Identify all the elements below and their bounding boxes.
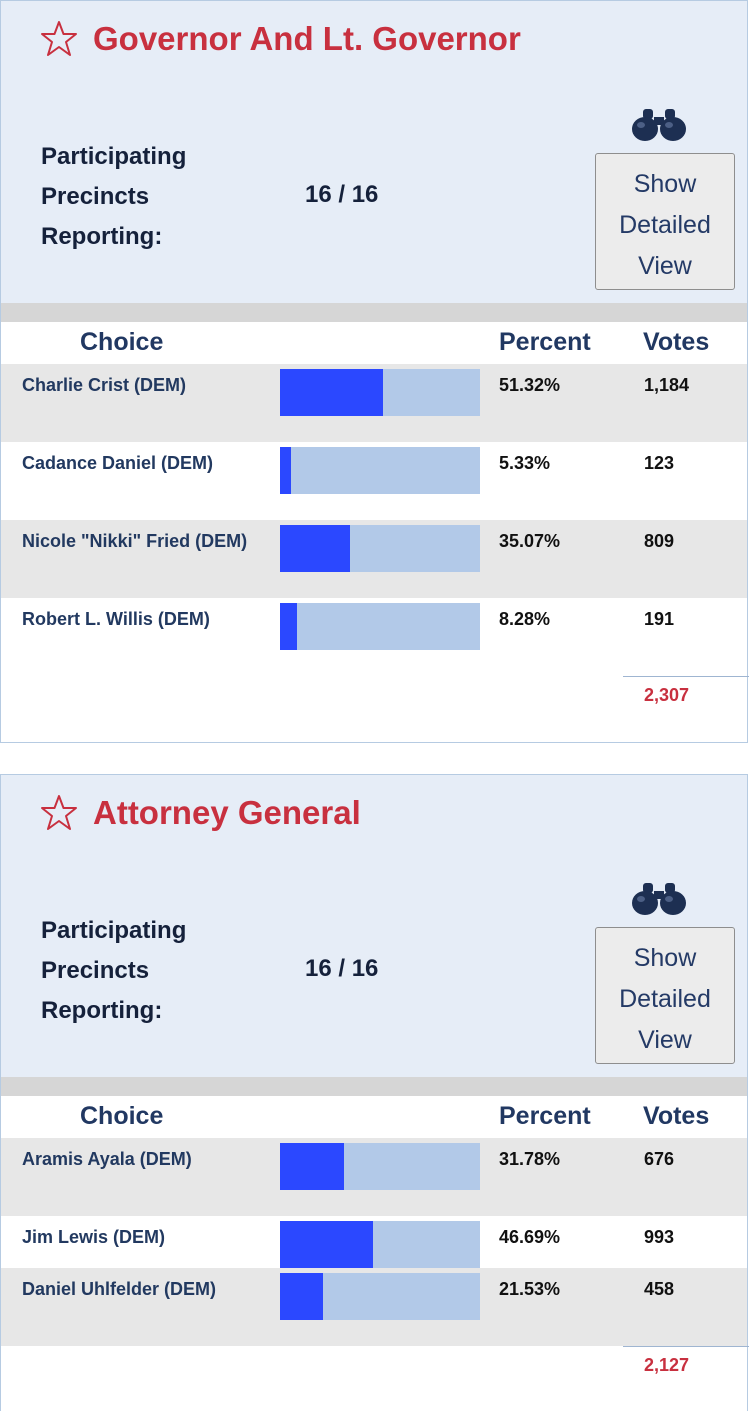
detail-button-line: Show — [633, 943, 697, 972]
candidate-row: Charlie Crist (DEM) 51.32% 1,184 — [1, 364, 747, 442]
race-card-attorney-general: Attorney General Participating Precincts… — [0, 774, 749, 1411]
candidate-row: Aramis Ayala (DEM) 31.78% 676 — [1, 1138, 747, 1216]
percent-bar — [280, 525, 480, 572]
total-votes: 2,127 — [644, 1355, 690, 1375]
candidate-name: Jim Lewis (DEM) — [22, 1227, 166, 1247]
results-column-headers: Choice Percent Votes — [1, 322, 747, 364]
precincts-value: 16 / 16 — [305, 955, 379, 982]
candidate-row: Cadance Daniel (DEM) 5.33% 123 — [1, 442, 747, 520]
precincts-value: 16 / 16 — [305, 181, 379, 208]
column-header-percent: Percent — [499, 1102, 591, 1130]
candidate-name: Aramis Ayala (DEM) — [22, 1149, 192, 1169]
percent-bar-fill — [280, 525, 351, 572]
star-icon[interactable] — [39, 793, 79, 833]
race-header: Governor And Lt. Governor Participating … — [1, 1, 747, 303]
column-header-choice: Choice — [80, 328, 164, 356]
race-title-text: Attorney General — [93, 794, 361, 831]
race-title: Governor And Lt. Governor — [39, 19, 521, 59]
binoculars-icon[interactable] — [630, 881, 688, 915]
candidate-name: Robert L. Willis (DEM) — [22, 609, 210, 629]
race-title-text: Governor And Lt. Governor — [93, 20, 521, 57]
column-header-percent: Percent — [499, 328, 591, 356]
detail-button-line: View — [638, 1025, 692, 1054]
show-detailed-view-button[interactable]: Show Detailed View — [595, 927, 735, 1064]
candidate-votes: 123 — [644, 453, 675, 473]
percent-bar-fill — [280, 447, 291, 494]
percent-bar — [280, 369, 480, 416]
percent-bar — [280, 447, 480, 494]
total-votes: 2,307 — [644, 685, 690, 705]
detail-button-line: Detailed — [619, 984, 711, 1013]
candidate-percent: 51.32% — [499, 375, 561, 395]
candidate-votes: 993 — [644, 1227, 675, 1247]
race-title: Attorney General — [39, 793, 361, 833]
candidate-row: Jim Lewis (DEM) 46.69% 993 — [1, 1216, 747, 1268]
total-row: 2,127 — [1, 1346, 749, 1406]
precincts-label: Participating Precincts Reporting: — [41, 143, 187, 250]
results-column-headers: Choice Percent Votes — [1, 1096, 747, 1138]
divider-band — [1, 303, 747, 322]
candidate-votes: 676 — [644, 1149, 675, 1169]
binoculars-icon[interactable] — [630, 107, 688, 141]
candidate-votes: 1,184 — [644, 375, 690, 395]
candidate-name: Charlie Crist (DEM) — [22, 375, 187, 395]
percent-bar — [280, 1273, 480, 1320]
percent-bar-fill — [280, 1143, 344, 1190]
detail-button-line: Show — [633, 169, 697, 198]
candidate-percent: 21.53% — [499, 1279, 561, 1299]
race-header: Attorney General Participating Precincts… — [1, 775, 747, 1077]
total-divider — [623, 676, 749, 677]
candidate-row: Daniel Uhlfelder (DEM) 21.53% 458 — [1, 1268, 747, 1346]
candidate-row: Nicole "Nikki" Fried (DEM) 35.07% 809 — [1, 520, 747, 598]
candidate-percent: 31.78% — [499, 1149, 561, 1169]
candidate-percent: 35.07% — [499, 531, 561, 551]
candidate-percent: 46.69% — [499, 1227, 561, 1247]
candidate-name: Cadance Daniel (DEM) — [22, 453, 214, 473]
divider-band — [1, 1077, 747, 1096]
total-divider — [623, 1346, 749, 1347]
candidate-row: Robert L. Willis (DEM) 8.28% 191 — [1, 598, 747, 676]
candidate-name: Daniel Uhlfelder (DEM) — [22, 1279, 217, 1299]
total-row: 2,307 — [1, 676, 749, 736]
percent-bar-fill — [280, 603, 297, 650]
column-header-choice: Choice — [80, 1102, 164, 1130]
star-icon[interactable] — [39, 19, 79, 59]
candidate-name: Nicole "Nikki" Fried (DEM) — [22, 531, 248, 551]
percent-bar — [280, 1143, 480, 1190]
candidate-votes: 458 — [644, 1279, 675, 1299]
percent-bar-fill — [280, 1273, 324, 1320]
candidate-percent: 5.33% — [499, 453, 551, 473]
detail-button-line: View — [638, 251, 692, 280]
precincts-label: Participating Precincts Reporting: — [41, 917, 187, 1024]
percent-bar-fill — [280, 1221, 374, 1268]
candidate-votes: 191 — [644, 609, 675, 629]
show-detailed-view-button[interactable]: Show Detailed View — [595, 153, 735, 290]
column-header-votes: Votes — [643, 1102, 710, 1130]
percent-bar — [280, 1221, 480, 1268]
percent-bar — [280, 603, 480, 650]
detail-button-line: Detailed — [619, 210, 711, 239]
candidate-votes: 809 — [644, 531, 675, 551]
percent-bar-fill — [280, 369, 383, 416]
candidate-percent: 8.28% — [499, 609, 551, 629]
race-card-governor: Governor And Lt. Governor Participating … — [0, 0, 749, 743]
column-header-votes: Votes — [643, 328, 710, 356]
